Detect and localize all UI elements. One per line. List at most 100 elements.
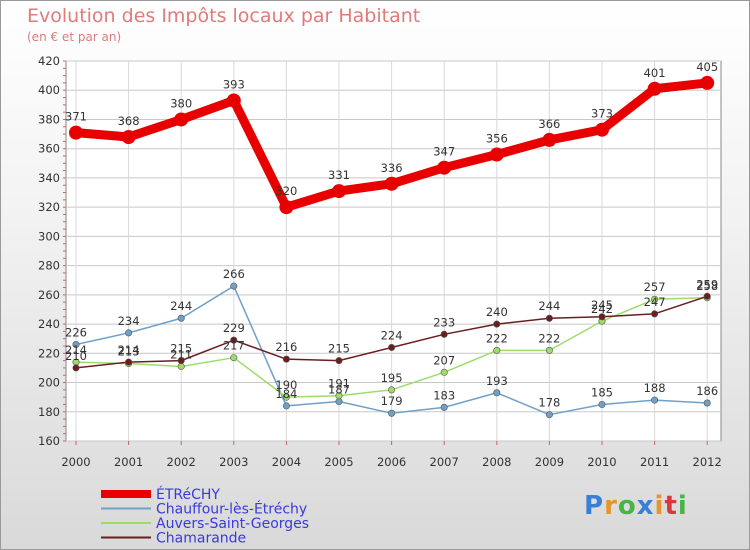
data-point [493, 320, 501, 328]
data-point [651, 295, 659, 303]
data-label: 336 [381, 161, 403, 175]
data-label: 188 [644, 381, 666, 395]
data-point [440, 368, 448, 376]
legend-swatch [101, 490, 151, 498]
x-tick-label: 2008 [482, 455, 511, 469]
data-point [335, 392, 343, 400]
data-label: 195 [381, 371, 403, 385]
data-label: 244 [170, 299, 192, 313]
data-point [542, 132, 557, 147]
data-label: 245 [591, 298, 613, 312]
data-point [69, 125, 83, 140]
data-label: 216 [275, 340, 297, 354]
data-point [651, 310, 659, 318]
data-point [545, 411, 553, 419]
data-point [282, 393, 290, 401]
data-point [384, 176, 399, 191]
data-point [700, 75, 715, 90]
data-label: 266 [223, 267, 245, 281]
data-point [177, 362, 185, 370]
x-tick-label: 2011 [640, 455, 669, 469]
data-point [493, 346, 501, 354]
data-point [651, 396, 659, 404]
legend-label: Auvers-Saint-Georges [156, 516, 309, 532]
data-label: 185 [591, 385, 613, 399]
data-point [440, 330, 448, 338]
data-point [595, 122, 609, 137]
y-tick-label: 180 [38, 405, 60, 419]
data-label: 191 [328, 377, 350, 391]
x-tick-label: 2001 [114, 455, 143, 469]
y-tick-label: 260 [38, 288, 60, 302]
data-label: 259 [696, 277, 718, 291]
legend-label: Chauffour-lès-Étréchy [156, 501, 307, 518]
data-point [545, 346, 553, 354]
x-tick-label: 2004 [272, 455, 301, 469]
y-tick-label: 300 [38, 229, 60, 243]
legend-label: ÉTRéCHY [156, 486, 220, 503]
data-point [437, 160, 452, 175]
data-point [177, 314, 185, 322]
data-label: 393 [223, 77, 245, 91]
proxiti-logo: Proxiti [584, 491, 688, 521]
data-label: 178 [538, 396, 560, 410]
data-point [174, 112, 189, 127]
data-label: 213 [118, 345, 140, 359]
data-label: 217 [223, 339, 245, 353]
data-label: 380 [170, 96, 192, 110]
data-label: 401 [644, 66, 666, 80]
x-tick-label: 2000 [61, 455, 90, 469]
data-label: 226 [65, 326, 87, 340]
y-tick-label: 360 [38, 142, 60, 156]
data-label: 373 [591, 107, 613, 121]
y-tick-label: 320 [38, 200, 60, 214]
chart-title: Evolution des Impôts locaux par Habitant [27, 5, 421, 27]
data-label: 405 [696, 60, 718, 74]
y-tick-label: 200 [38, 376, 60, 390]
data-point [545, 314, 553, 322]
data-label: 184 [275, 387, 297, 401]
data-label: 371 [65, 110, 87, 124]
data-label: 211 [170, 347, 192, 361]
x-tick-label: 2005 [324, 455, 353, 469]
data-point [282, 402, 290, 410]
x-tick-label: 2006 [377, 455, 406, 469]
data-label: 247 [644, 295, 666, 309]
y-tick-label: 420 [38, 54, 60, 68]
data-label: 207 [433, 353, 455, 367]
data-label: 320 [275, 184, 297, 198]
data-label: 366 [538, 117, 560, 131]
data-point [598, 400, 606, 408]
x-tick-label: 2009 [535, 455, 564, 469]
x-tick-label: 2010 [587, 455, 616, 469]
data-point [279, 200, 294, 215]
y-tick-label: 160 [38, 434, 60, 448]
chart-subtitle: (en € et par an) [27, 30, 122, 44]
legend-swatch [101, 507, 151, 510]
data-label: 258 [696, 279, 718, 293]
data-point [72, 364, 80, 372]
data-label: 234 [118, 314, 140, 328]
data-point [703, 292, 711, 300]
data-point [230, 354, 238, 362]
data-label: 183 [433, 388, 455, 402]
data-label: 186 [696, 384, 718, 398]
data-point [493, 389, 501, 397]
data-label: 240 [486, 305, 508, 319]
data-point [125, 358, 133, 366]
data-label: 331 [328, 168, 350, 182]
data-label: 215 [170, 342, 192, 356]
data-point [335, 357, 343, 365]
legend-swatch [101, 536, 151, 539]
data-point [230, 336, 238, 344]
y-tick-label: 380 [38, 112, 60, 126]
y-tick-label: 240 [38, 317, 60, 331]
y-tick-label: 280 [38, 259, 60, 273]
data-label: 215 [328, 342, 350, 356]
x-tick-label: 2003 [219, 455, 248, 469]
data-label: 224 [381, 328, 403, 342]
legend-label: Chamarande [156, 531, 246, 547]
data-point [388, 409, 396, 417]
